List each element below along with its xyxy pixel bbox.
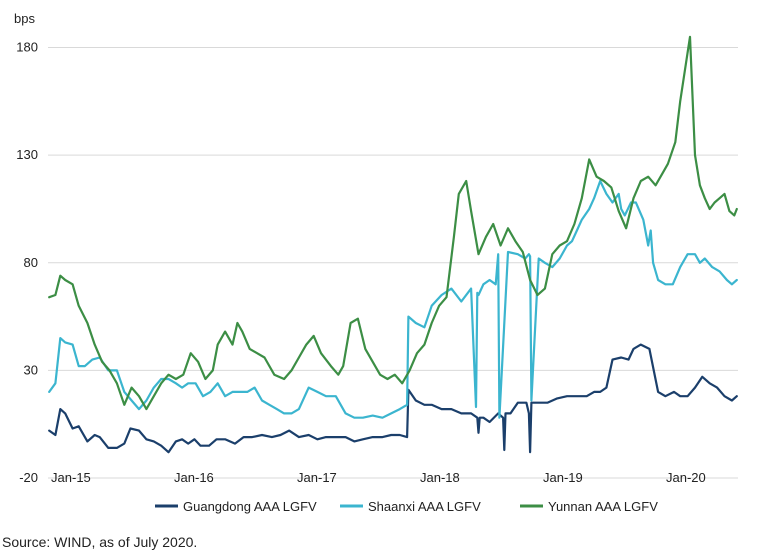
x-tick-label: Jan-15 xyxy=(51,470,91,485)
series-line-3 xyxy=(48,35,738,411)
x-tick-label: Jan-20 xyxy=(666,470,706,485)
y-tick-label: 80 xyxy=(24,255,38,270)
y-tick-label: 130 xyxy=(16,147,38,162)
x-axis-ticks: Jan-15 Jan-16 Jan-17 Jan-18 Jan-19 Jan-20 xyxy=(51,470,706,485)
y-tick-label: 180 xyxy=(16,40,38,55)
legend-label: Guangdong AAA LGFV xyxy=(183,499,317,514)
x-tick-label: Jan-16 xyxy=(174,470,214,485)
x-tick-label: Jan-18 xyxy=(420,470,460,485)
source-note: Source: WIND, as of July 2020. xyxy=(2,534,198,550)
y-axis-ticks: -20 30 80 130 180 xyxy=(16,40,38,485)
legend-label: Shaanxi AAA LGFV xyxy=(368,499,481,514)
series-line-1 xyxy=(48,343,738,454)
legend: Guangdong AAA LGFV Shaanxi AAA LGFV Yunnan… xyxy=(155,499,658,514)
y-tick-label: 30 xyxy=(24,362,38,377)
gridlines xyxy=(48,47,738,479)
y-axis-unit-label: bps xyxy=(14,11,35,26)
x-tick-label: Jan-19 xyxy=(543,470,583,485)
y-tick-label: -20 xyxy=(19,470,38,485)
series-lines xyxy=(48,35,738,454)
x-tick-label: Jan-17 xyxy=(297,470,337,485)
series-line-2 xyxy=(48,179,738,419)
legend-label: Yunnan AAA LGFV xyxy=(548,499,658,514)
